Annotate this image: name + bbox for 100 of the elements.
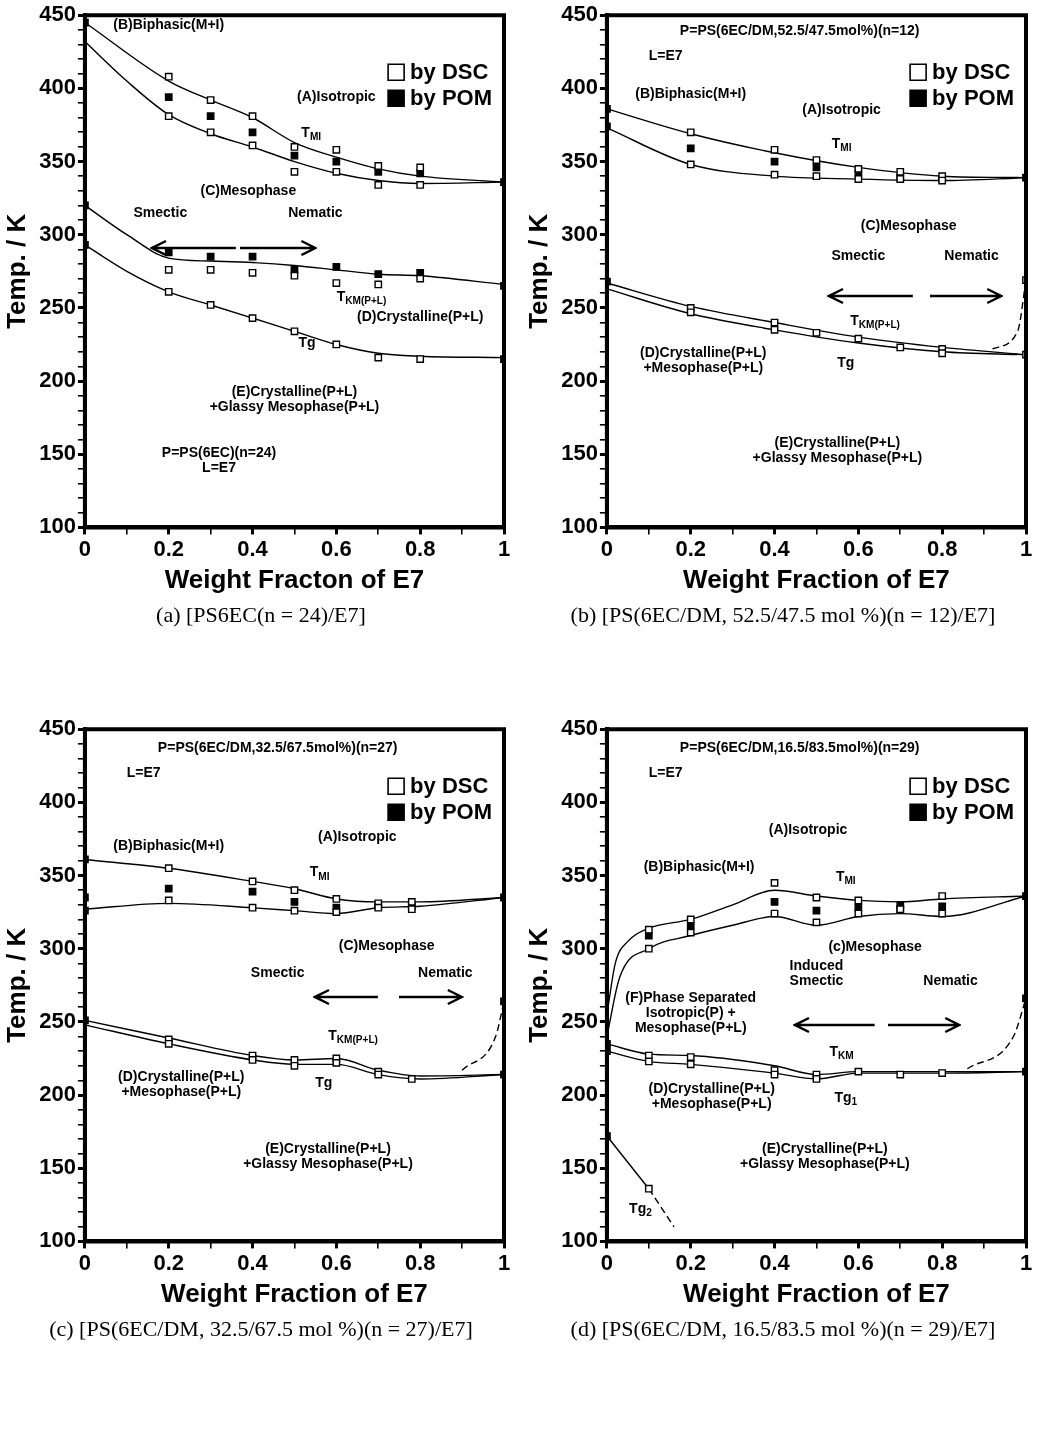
y-tick-label: 150 [39,1154,76,1180]
x-tick-label: 0.2 [153,535,185,561]
x-tick-label: 1 [1019,1249,1033,1275]
annotation: (D)Crystalline(P+L) [356,307,484,324]
annotation: P=PS(6EC/DM,32.5/67.5mol%)(n=27) [157,739,398,756]
x-tick-label: 1 [497,1249,511,1275]
annotation: L=E7 [648,764,683,781]
y-tick-label: 350 [561,147,598,173]
y-tick-label: 450 [561,715,598,741]
x-tick-label: 0.2 [675,535,707,561]
legend-label: by DSC [410,59,489,85]
y-tick-label: 150 [39,440,76,466]
x-tick-label: 0.4 [759,1249,791,1275]
annotation: Tg [837,354,855,371]
y-tick-label: 150 [561,1154,598,1180]
x-tick-label: 1 [497,535,511,561]
annotation: (E)Crystalline(P+L) +Glassy Mesophase(P+L) [752,434,923,466]
y-tick-label: 200 [39,367,76,393]
annotation: (A)Isotropic [802,100,882,117]
y-tick-label: 100 [39,513,76,539]
y-tick-label: 450 [39,1,76,27]
annotation: (D)Crystalline(P+L) +Mesophase(P+L) [118,1068,245,1100]
annotation: Tg [298,333,316,350]
y-tick-label: 300 [561,220,598,246]
y-tick-label: 200 [39,1081,76,1107]
y-axis-title: Temp. / K [0,927,31,1043]
y-tick-label: 400 [39,788,76,814]
y-tick-label: 150 [561,440,598,466]
annotation: (c)Mesophase [828,938,923,955]
x-axis-title: Weight Fraction of E7 [161,1277,428,1308]
y-tick-label: 300 [561,934,598,960]
y-tick-label: 350 [39,147,76,173]
annotation: (A)Isotropic [297,88,376,105]
y-tick-label: 200 [561,1081,598,1107]
x-tick-label: 0.8 [404,535,436,561]
legend-label: by DSC [932,773,1011,799]
annotation: Nematic [418,964,473,981]
y-tick-label: 350 [39,861,76,887]
x-tick-label: 0.6 [321,535,352,561]
y-tick-label: 250 [561,293,598,319]
annotation: L=E7 [648,47,683,64]
legend-label: by POM [932,799,1015,825]
y-axis-title: Temp. / K [0,213,31,329]
x-tick-label: 0 [78,1249,92,1275]
y-tick-label: 100 [39,1227,76,1253]
annotation: Nematic [944,247,999,264]
y-tick-label: 250 [39,1007,76,1033]
x-tick-label: 0.4 [237,535,269,561]
annotation: (D)Crystalline(P+L) +Mesophase(P+L) [648,1079,775,1111]
x-tick-label: 0.8 [404,1249,436,1275]
legend-label: by DSC [410,773,489,799]
annotation: Nematic [923,971,979,988]
annotation: Smectic [250,964,305,981]
x-axis-title: Weight Fraction of E7 [683,1277,950,1308]
x-tick-label: 0.4 [759,535,791,561]
y-tick-label: 450 [561,1,598,27]
y-tick-label: 400 [561,74,598,100]
x-axis-title: Weight Fracton of E7 [164,563,425,594]
x-tick-label: 0.6 [321,1249,352,1275]
y-axis-title: Temp. / K [522,213,553,329]
annotation: P=PS(6EC/DM,52.5/47.5mol%)(n=12) [679,21,920,38]
annotation: (E)Crystalline(P+L) +Glassy Mesophase(P+L) [740,1139,910,1171]
y-axis-title: Temp. / K [522,927,553,1043]
x-tick-label: 0.8 [926,535,958,561]
y-tick-label: 250 [39,293,76,319]
y-tick-label: 450 [39,715,76,741]
x-axis-title: Weight Fraction of E7 [683,563,950,594]
x-tick-label: 0 [78,535,92,561]
annotation: (A)Isotropic [768,820,848,837]
y-tick-label: 100 [561,1227,598,1253]
annotation: Nematic [288,203,343,220]
legend-label: by POM [410,85,493,111]
x-tick-label: 0 [600,535,614,561]
y-tick-label: 300 [39,934,76,960]
legend-label: by DSC [932,59,1011,85]
x-tick-label: 0.2 [153,1249,185,1275]
annotation: (C)Mesophase [338,936,435,953]
annotation: L=E7 [126,764,161,781]
y-tick-label: 100 [561,513,598,539]
legend-label: by POM [932,85,1015,111]
annotation: Tg [315,1073,333,1090]
y-tick-label: 400 [39,74,76,100]
y-tick-label: 200 [561,367,598,393]
annotation: Induced Smectic [789,956,844,988]
annotation: Smectic [831,247,886,264]
y-tick-label: 300 [39,220,76,246]
x-tick-label: 0.6 [843,1249,874,1275]
annotation: (B)Biphasic(M+I) [635,84,747,101]
y-tick-label: 350 [561,861,598,887]
legend-label: by POM [410,799,493,825]
annotation: (B)Biphasic(M+I) [113,16,225,33]
annotation: (E)Crystalline(P+L) +Glassy Mesophase(P+L) [243,1139,413,1171]
annotation: P=PS(6EC/DM,16.5/83.5mol%)(n=29) [679,739,920,756]
text: (b) [PS(6EC/DM, 52.5/47.5 mol %)(n = 12)/E7] [569,601,997,628]
x-tick-label: 1 [1019,535,1033,561]
annotation: (B)Biphasic(M+I) [113,837,225,854]
text: (a) [PS6EC(n = 24)/E7] [155,601,367,628]
annotation: (F)Phase Separated Isotropic(P) + Mesophase(P+L) [625,988,757,1035]
x-tick-label: 0.4 [237,1249,269,1275]
annotation: (C)Mesophase [860,216,957,233]
